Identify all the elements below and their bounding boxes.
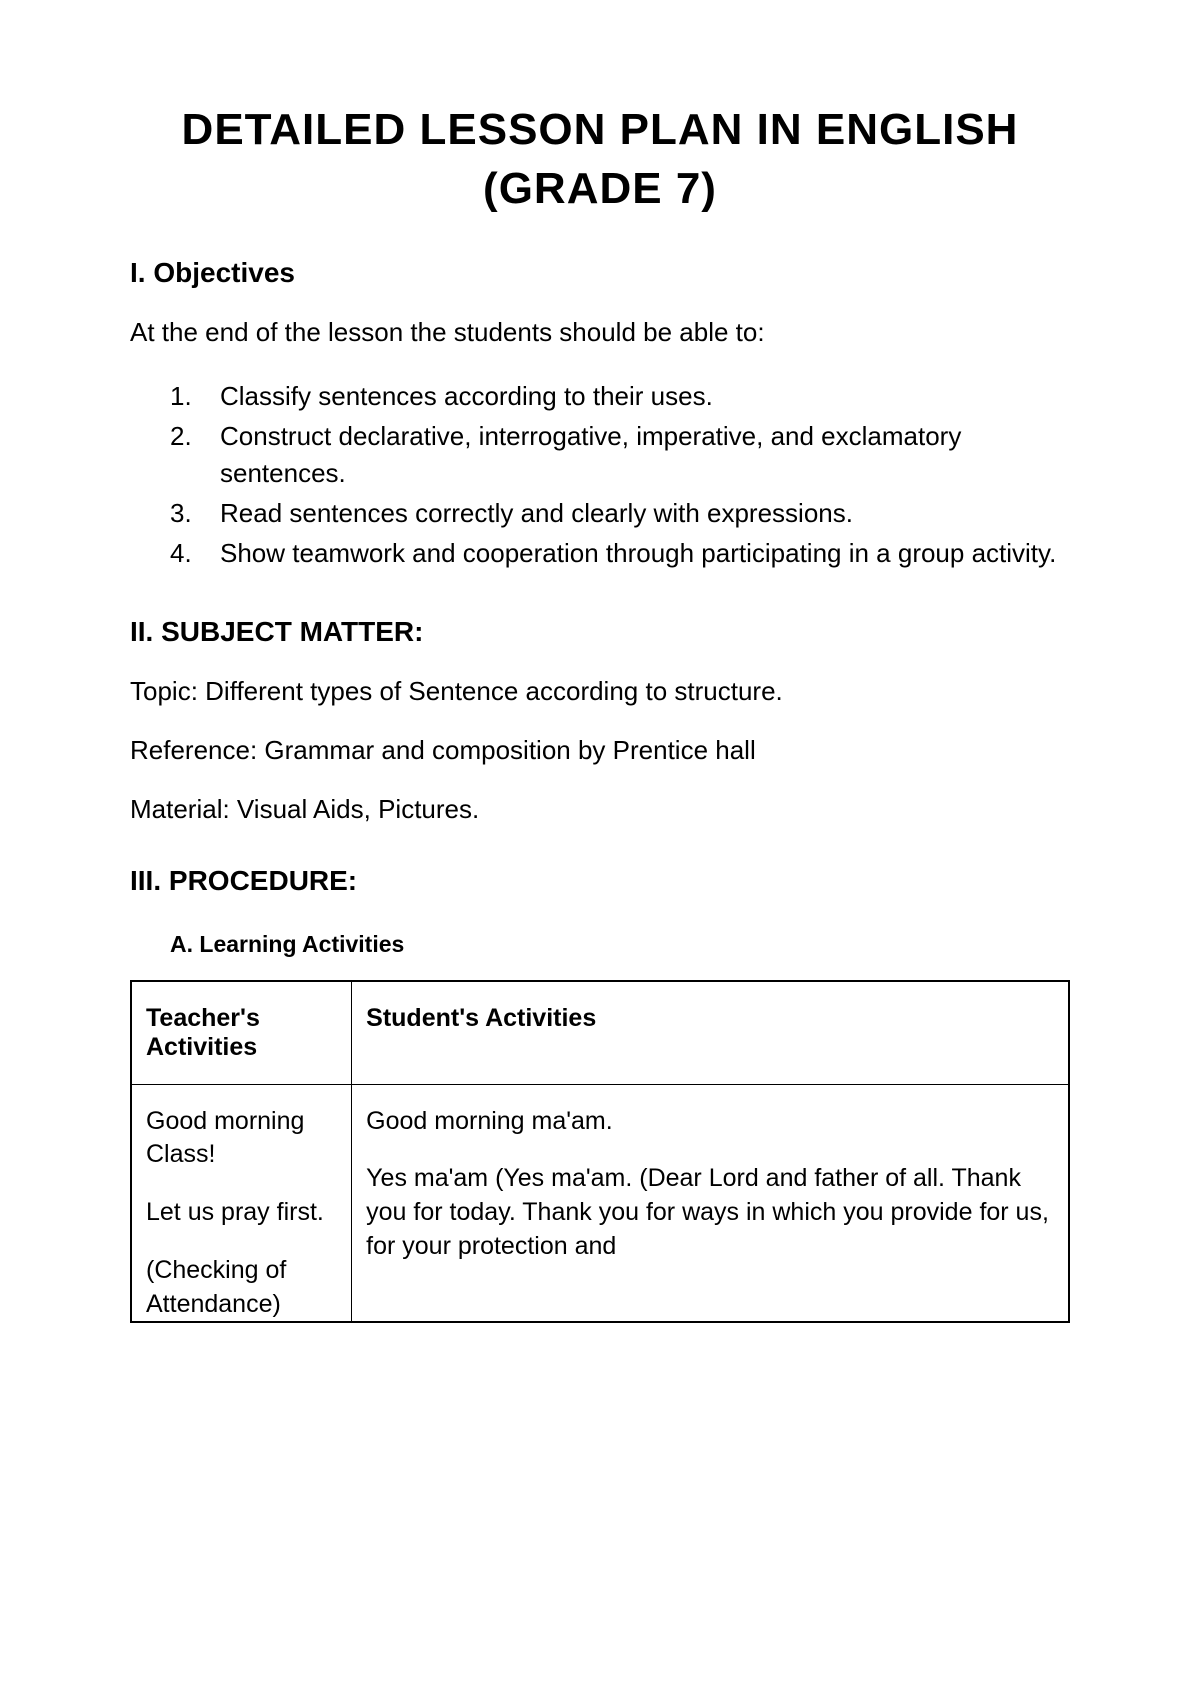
subject-matter-heading: II. SUBJECT MATTER: [130,616,1070,648]
table-header-student: Student's Activities [352,981,1069,1085]
subject-topic: Topic: Different types of Sentence accor… [130,676,1070,707]
activities-table: Teacher's Activities Student's Activitie… [130,980,1070,1324]
teacher-line: (Checking of Attendance) [146,1254,337,1322]
subject-material: Material: Visual Aids, Pictures. [130,794,1070,825]
objective-item: Show teamwork and cooperation through pa… [170,535,1070,571]
student-line: Yes ma'am (Yes ma'am. (Dear Lord and fat… [366,1162,1054,1263]
student-activities-cell: Good morning ma'am. Yes ma'am (Yes ma'am… [352,1084,1069,1322]
objectives-heading: I. Objectives [130,257,1070,289]
document-title: DETAILED LESSON PLAN IN ENGLISH (GRADE 7… [130,100,1070,219]
procedure-subsection: A. Learning Activities [170,931,1070,958]
teacher-activities-cell: Good morning Class! Let us pray first. (… [131,1084,352,1322]
teacher-line: Good morning Class! [146,1105,337,1173]
student-line: Good morning ma'am. [366,1105,1054,1139]
table-header-teacher: Teacher's Activities [131,981,352,1085]
objectives-list: Classify sentences according to their us… [170,378,1070,572]
objectives-intro: At the end of the lesson the students sh… [130,317,1070,348]
procedure-heading: III. PROCEDURE: [130,865,1070,897]
subject-reference: Reference: Grammar and composition by Pr… [130,735,1070,766]
objective-item: Read sentences correctly and clearly wit… [170,495,1070,531]
objective-item: Classify sentences according to their us… [170,378,1070,414]
objective-item: Construct declarative, interrogative, im… [170,418,1070,491]
teacher-line: Let us pray first. [146,1196,337,1230]
